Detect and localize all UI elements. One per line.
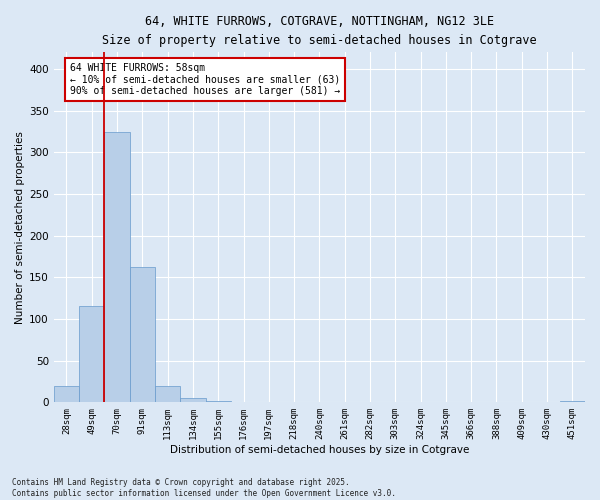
Bar: [560, 400, 585, 402]
Bar: [54, 386, 79, 402]
Bar: [130, 268, 155, 402]
Text: Contains HM Land Registry data © Crown copyright and database right 2025.
Contai: Contains HM Land Registry data © Crown c…: [12, 478, 396, 498]
Bar: [155, 386, 180, 402]
Bar: [104, 132, 130, 402]
Bar: [206, 400, 231, 402]
X-axis label: Distribution of semi-detached houses by size in Cotgrave: Distribution of semi-detached houses by …: [170, 445, 469, 455]
Bar: [79, 306, 104, 402]
Y-axis label: Number of semi-detached properties: Number of semi-detached properties: [15, 131, 25, 324]
Bar: [180, 398, 206, 402]
Text: 64 WHITE FURROWS: 58sqm
← 10% of semi-detached houses are smaller (63)
90% of se: 64 WHITE FURROWS: 58sqm ← 10% of semi-de…: [70, 63, 340, 96]
Title: 64, WHITE FURROWS, COTGRAVE, NOTTINGHAM, NG12 3LE
Size of property relative to s: 64, WHITE FURROWS, COTGRAVE, NOTTINGHAM,…: [102, 15, 537, 47]
